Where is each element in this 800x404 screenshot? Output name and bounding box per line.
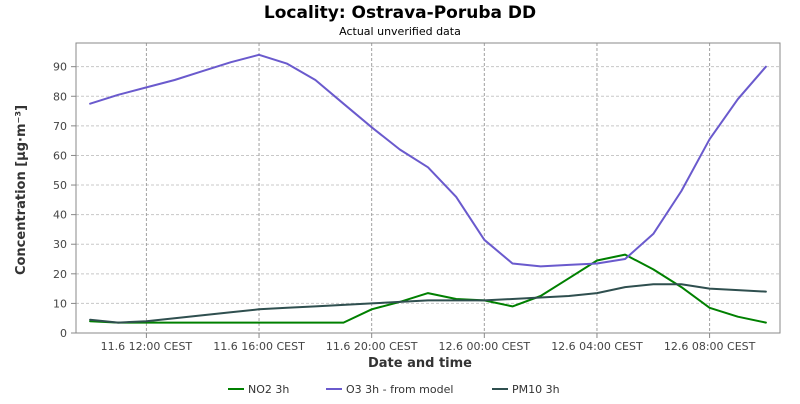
y-tick-label: 60 [53,149,67,162]
x-axis-label: Date and time [368,356,472,371]
y-tick-label: 70 [53,120,67,133]
x-tick-label: 12.6 00:00 CEST [439,340,531,353]
plot-frame [75,42,781,334]
y-tick-label: 90 [53,61,67,74]
x-axis: 11.6 12:00 CEST 11.6 16:00 CEST 11.6 20:00… [101,333,756,353]
legend: NO2 3h O3 3h - from model PM10 3h [228,383,560,396]
y-tick-label: 30 [53,238,67,251]
chart-subtitle: Actual unverified data [339,25,461,38]
y-tick-label: 80 [53,90,67,103]
legend-label: NO2 3h [248,383,289,396]
series-line-2 [89,53,767,268]
y-tick-label: 40 [53,209,67,222]
x-tick-label: 11.6 20:00 CEST [326,340,418,353]
legend-label: PM10 3h [512,383,560,396]
x-tick-label: 12.6 04:00 CEST [551,340,643,353]
legend-label: O3 3h - from model [346,383,453,396]
chart-title: Locality: Ostrava-Poruba DD [264,3,536,23]
series-layer [89,53,767,324]
x-tick-label: 12.6 08:00 CEST [664,340,756,353]
y-axis: 0 10 20 30 40 50 60 70 80 90 [53,61,76,340]
x-tick-label: 11.6 16:00 CEST [213,340,305,353]
y-tick-label: 0 [60,327,67,340]
grid [76,43,780,333]
x-tick-label: 11.6 12:00 CEST [101,340,193,353]
y-tick-label: 10 [53,297,67,310]
y-tick-label: 50 [53,179,67,192]
y-axis-label: Concentration [µg·m⁻³] [14,105,29,275]
y-tick-label: 20 [53,268,67,281]
series-line-1 [89,253,767,324]
series-line-3 [89,283,767,324]
